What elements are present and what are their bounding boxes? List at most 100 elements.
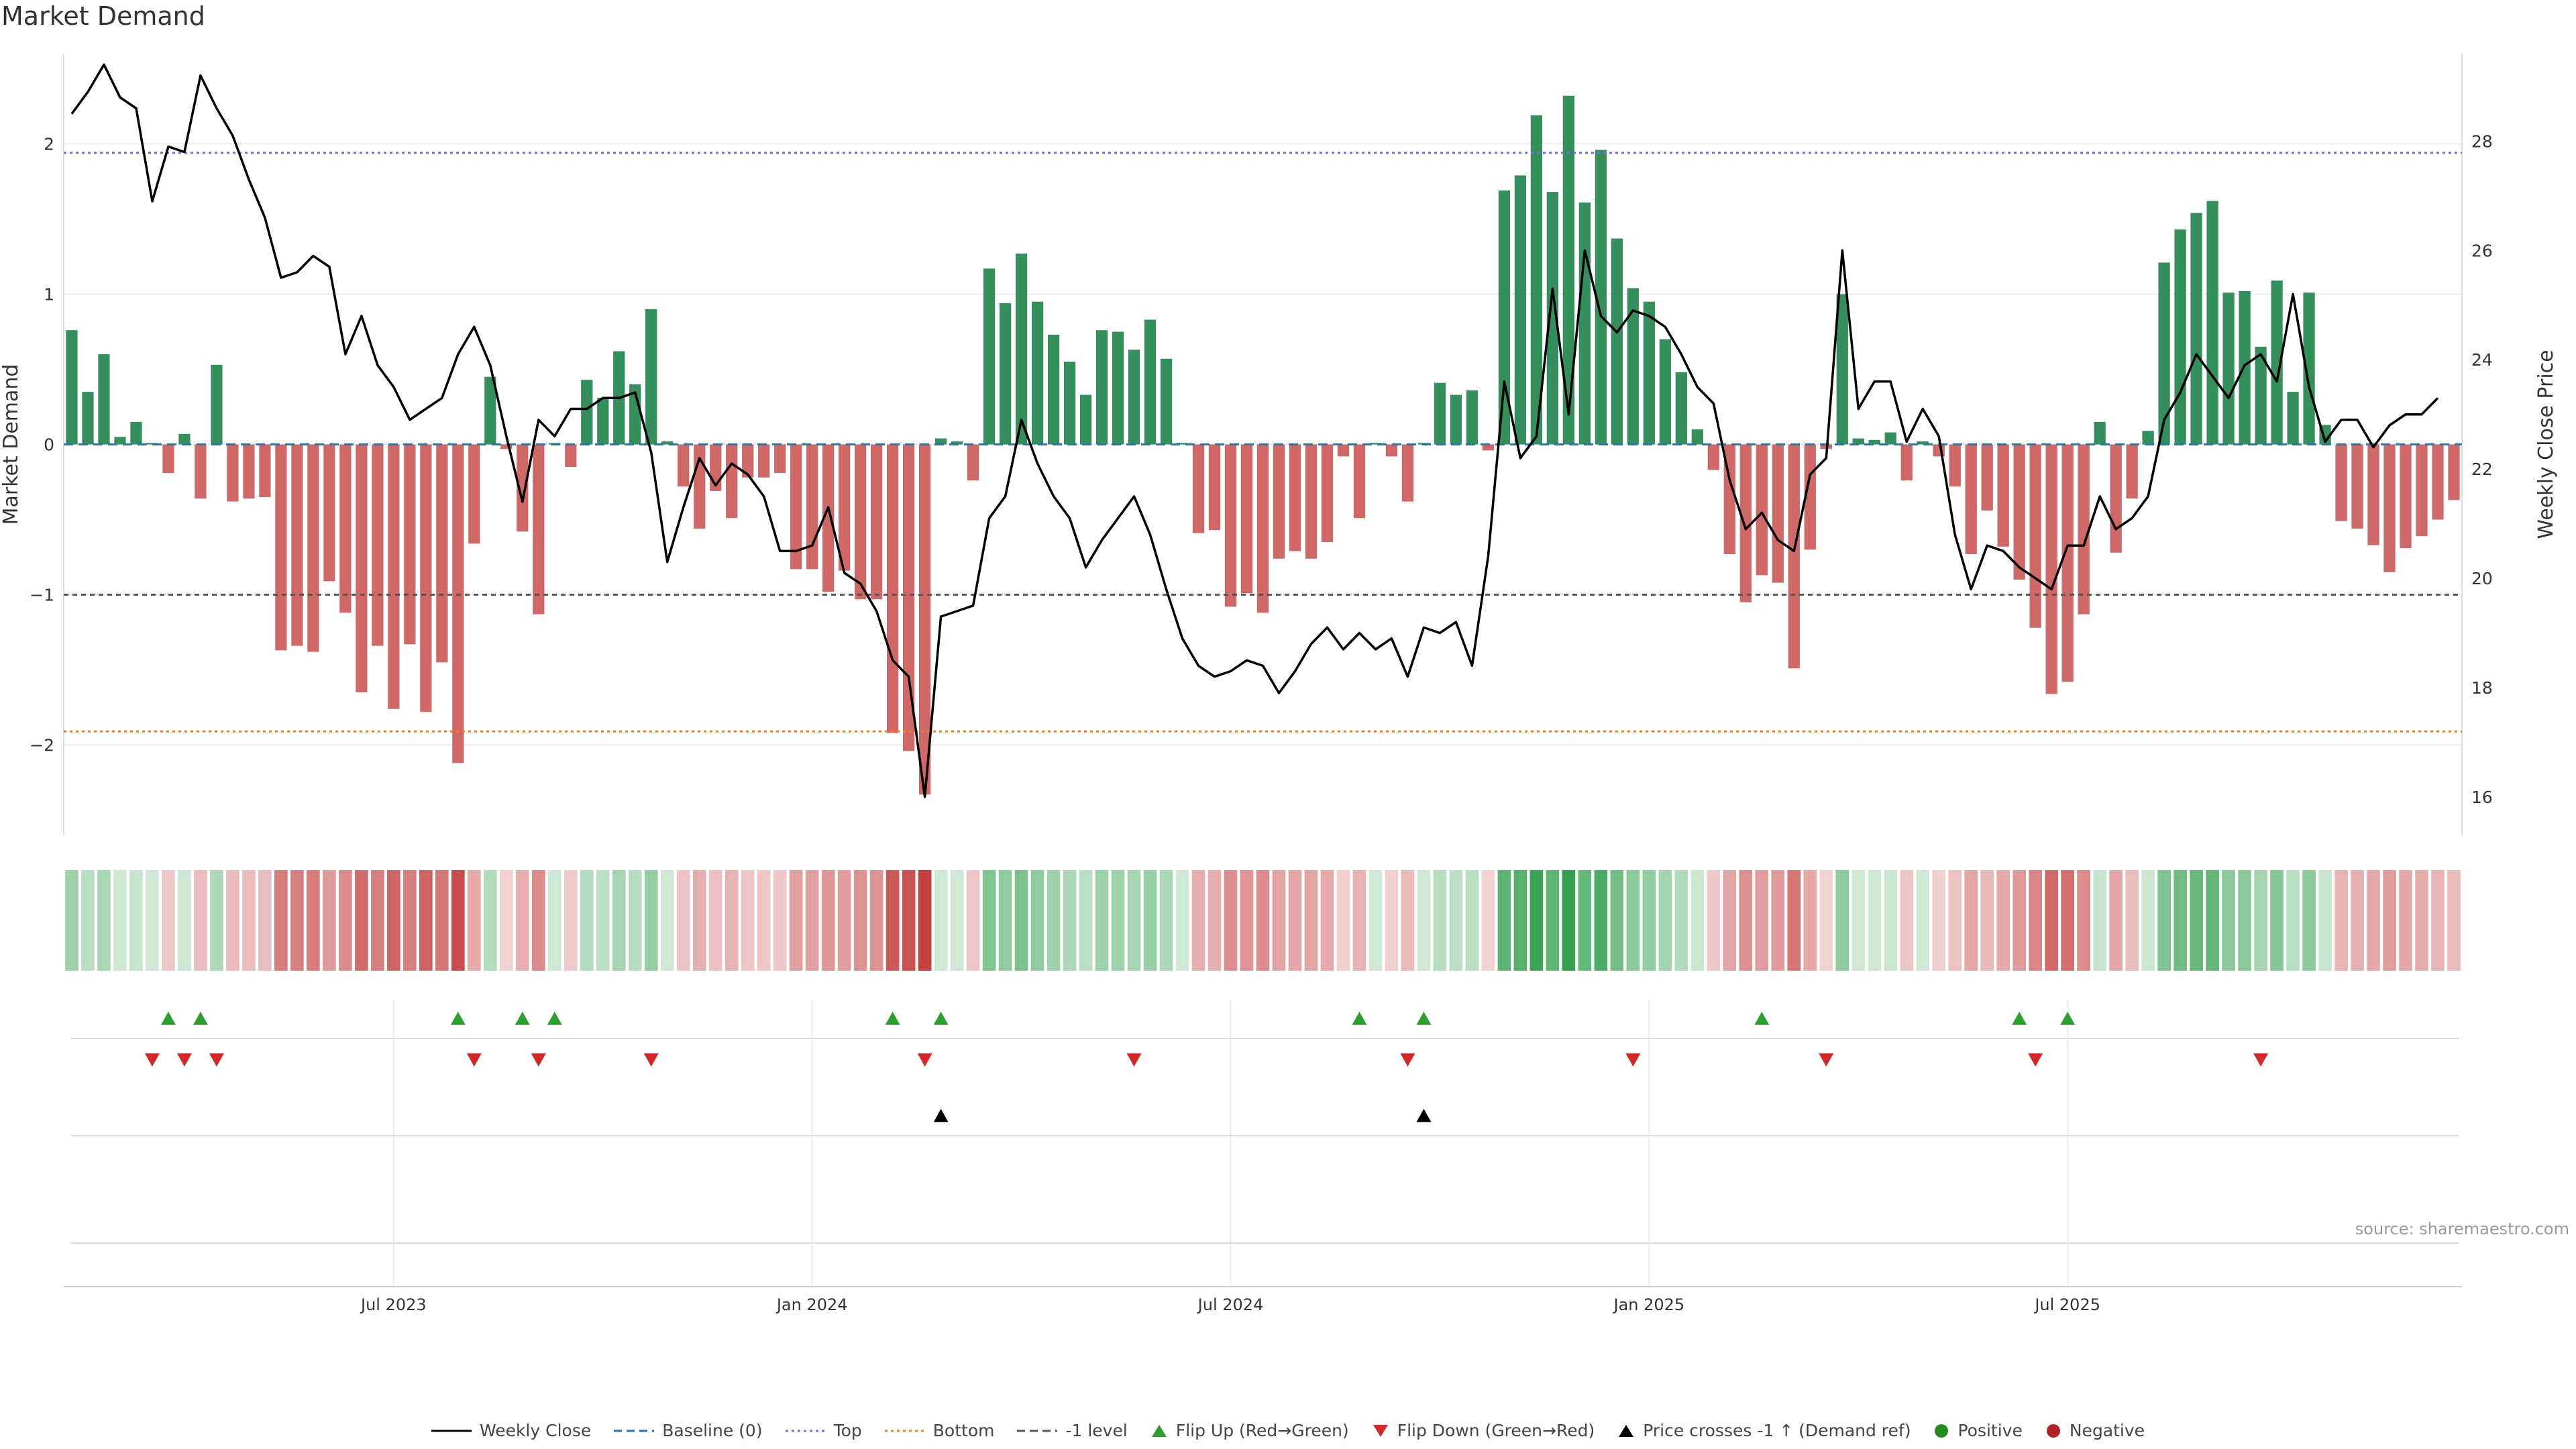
demand-bar (2029, 444, 2041, 628)
demand-bar (130, 421, 142, 445)
demand-bar (1144, 319, 1157, 445)
heat-cell (1964, 870, 1978, 971)
heat-cell (451, 870, 465, 971)
flip-up-marker (193, 1012, 208, 1025)
heat-cell (1352, 870, 1366, 971)
heat-cell (499, 870, 513, 971)
demand-bar (468, 444, 480, 544)
demand-bar (2142, 431, 2154, 445)
heat-cell (1449, 870, 1463, 971)
demand-bar (517, 444, 529, 532)
legend-icon-positive (1933, 1423, 1949, 1439)
demand-bar (919, 444, 931, 795)
demand-bar (1900, 444, 1913, 481)
heat-cell (274, 870, 288, 971)
heat-cell (1578, 870, 1592, 971)
demand-bar (1498, 190, 1511, 445)
heat-cell (1658, 870, 1672, 971)
legend-icon-weekly-close (431, 1424, 472, 1438)
heat-cell (1465, 870, 1479, 971)
demand-bar (645, 309, 657, 445)
heat-cell (1046, 870, 1061, 971)
heat-cell (1771, 870, 1785, 971)
demand-bar (2206, 201, 2218, 445)
heat-cell (1884, 870, 1898, 971)
heat-cell (1256, 870, 1270, 971)
flip-down-marker (176, 1053, 192, 1067)
demand-bar (565, 444, 577, 468)
heat-cell (2351, 870, 2364, 971)
heat-cell (323, 870, 336, 971)
demand-bar (1643, 301, 1655, 445)
legend-label: Flip Down (Green→Red) (1397, 1421, 1595, 1440)
heat-cell (1159, 870, 1173, 971)
heat-cell (2206, 870, 2219, 971)
demand-bar (1112, 331, 1124, 445)
heat-cell (2383, 870, 2396, 971)
heat-cell (290, 870, 304, 971)
demand-bar (259, 444, 271, 497)
heat-cell (1320, 870, 1334, 971)
demand-bar (1434, 382, 1446, 445)
demand-bar (66, 330, 78, 445)
demand-bar (1063, 362, 1076, 445)
legend-icon-flip-up (1150, 1424, 1168, 1438)
demand-bar (1450, 394, 1462, 445)
demand-bar (774, 444, 786, 474)
y2-tick-label: 22 (2471, 460, 2493, 479)
demand-bar (806, 444, 818, 570)
demand-bar (822, 444, 835, 592)
demand-bar (726, 444, 738, 519)
y-tick-label: 1 (44, 284, 54, 304)
heat-cell (2334, 870, 2348, 971)
demand-bar (146, 443, 158, 445)
heat-cell (1191, 870, 1205, 971)
legend-label: Negative (2069, 1421, 2145, 1440)
legend-item-bottom: Bottom (884, 1421, 994, 1440)
heat-cell (1014, 870, 1028, 971)
heat-cell (869, 870, 883, 971)
demand-bar (871, 444, 883, 600)
heat-cell (307, 870, 320, 971)
heat-cell (708, 870, 722, 971)
heat-cell (371, 870, 384, 971)
legend-label: Price crosses -1 ↑ (Demand ref) (1643, 1421, 1911, 1440)
heat-cell (1175, 870, 1189, 971)
demand-bar (1965, 444, 1977, 555)
flip-down-marker (1400, 1053, 1415, 1067)
legend-item-flip-up: Flip Up (Red→Green) (1150, 1421, 1349, 1440)
x-tick-label: Jan 2024 (775, 1295, 848, 1314)
legend-item-top: Top (785, 1421, 862, 1440)
heat-cell (1385, 870, 1399, 971)
y2-tick-label: 24 (2471, 350, 2493, 370)
demand-bar (2126, 444, 2138, 499)
legend-label: -1 level (1065, 1421, 1128, 1440)
heat-cell (1948, 870, 1962, 971)
heat-cell (2061, 870, 2075, 971)
heat-cell (2157, 870, 2171, 971)
legend-icon-flip-down (1372, 1424, 1389, 1438)
flip-up-marker (1754, 1012, 1770, 1025)
demand-bar (999, 303, 1012, 445)
heat-cell (467, 870, 481, 971)
y-tick-label: −1 (30, 586, 54, 605)
demand-bar (1884, 432, 1896, 445)
demand-bar (1095, 330, 1108, 445)
heat-cell (853, 870, 867, 971)
heat-cell (355, 870, 368, 971)
flip-up-marker (1352, 1012, 1367, 1025)
heat-cell (1336, 870, 1350, 971)
heat-cell (1739, 870, 1753, 971)
y-tick-label: −2 (30, 736, 54, 755)
chart-legend: Weekly Close Baseline (0) Top Bottom -1 leve… (0, 1421, 2576, 1440)
heat-cell (2399, 870, 2412, 971)
demand-bar (388, 444, 400, 709)
demand-bar (1208, 444, 1221, 531)
flip-up-marker (515, 1012, 530, 1025)
flip-down-marker (209, 1053, 224, 1067)
demand-bar (581, 380, 593, 445)
demand-bar (1482, 444, 1495, 451)
legend-icon-minus1 (1017, 1424, 1058, 1438)
heat-cell (2286, 870, 2300, 971)
demand-bar (1289, 444, 1301, 551)
